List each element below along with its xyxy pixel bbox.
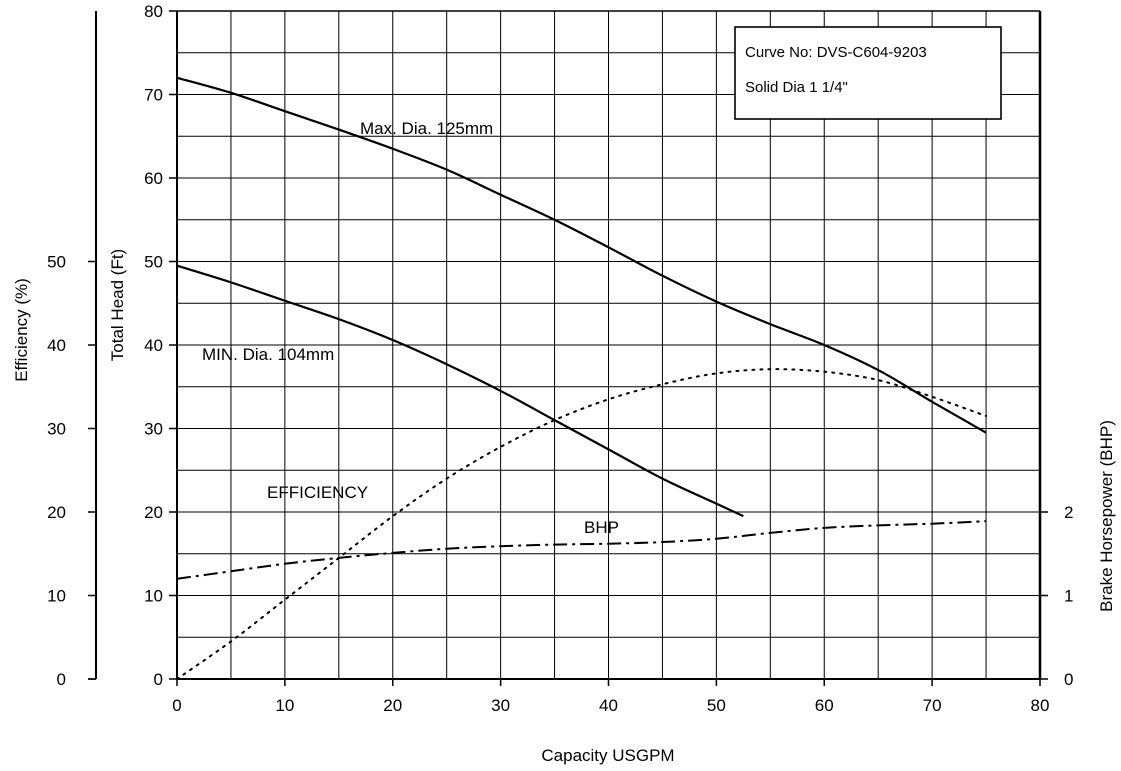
head-tick-label: 30 <box>144 420 163 439</box>
x-tick-label: 0 <box>172 696 181 715</box>
x-axis-title: Capacity USGPM <box>541 746 674 765</box>
efficiency-tick-label: 20 <box>47 503 66 522</box>
efficiency-tick-label: 10 <box>47 587 66 606</box>
max-dia-label: Max. Dia. 125mm <box>360 119 493 138</box>
efficiency-curve <box>176 368 988 680</box>
bhp-tick-label: 1 <box>1064 587 1073 606</box>
x-tick-label: 60 <box>815 696 834 715</box>
solid-dia-label: Solid Dia 1 1/4" <box>745 79 848 96</box>
axes <box>88 10 1048 686</box>
efficiency-label: EFFICIENCY <box>267 483 368 502</box>
max-dia-head-curve <box>176 76 987 434</box>
head-tick-label: 60 <box>144 169 163 188</box>
bhp-curve <box>176 520 987 580</box>
bhp-label: BHP <box>584 518 619 537</box>
x-tick-label: 80 <box>1031 696 1050 715</box>
head-tick-label: 40 <box>144 336 163 355</box>
x-tick-label: 70 <box>923 696 942 715</box>
x-tick-label: 50 <box>707 696 726 715</box>
x-tick-label: 40 <box>599 696 618 715</box>
efficiency-tick-label: 30 <box>47 420 66 439</box>
x-tick-label: 10 <box>275 696 294 715</box>
bhp-tick-label: 2 <box>1064 503 1073 522</box>
curve-number-label: Curve No: DVS-C604-9203 <box>745 44 927 61</box>
head-tick-label: 50 <box>144 253 163 272</box>
efficiency-tick-label: 50 <box>47 253 66 272</box>
curve-info-box: Curve No: DVS-C604-9203 Solid Dia 1 1/4" <box>734 26 1002 120</box>
bhp-axis-title: Brake Horsepower (BHP) <box>1097 420 1116 612</box>
min-dia-head-curve <box>176 264 744 518</box>
bhp-tick-label: 0 <box>1064 670 1073 689</box>
efficiency-axis-title: Efficiency (%) <box>12 278 31 382</box>
efficiency-tick-label: 0 <box>57 670 66 689</box>
x-tick-label: 20 <box>383 696 402 715</box>
head-tick-label: 70 <box>144 86 163 105</box>
head-tick-label: 20 <box>144 503 163 522</box>
efficiency-tick-label: 40 <box>47 336 66 355</box>
head-axis-title: Total Head (Ft) <box>108 249 127 361</box>
min-dia-label: MIN. Dia. 104mm <box>202 345 334 364</box>
head-tick-label: 80 <box>144 2 163 21</box>
curves <box>176 76 988 680</box>
x-tick-label: 30 <box>491 696 510 715</box>
info-box-frame <box>734 26 1002 120</box>
head-tick-label: 0 <box>154 670 163 689</box>
head-tick-label: 10 <box>144 587 163 606</box>
